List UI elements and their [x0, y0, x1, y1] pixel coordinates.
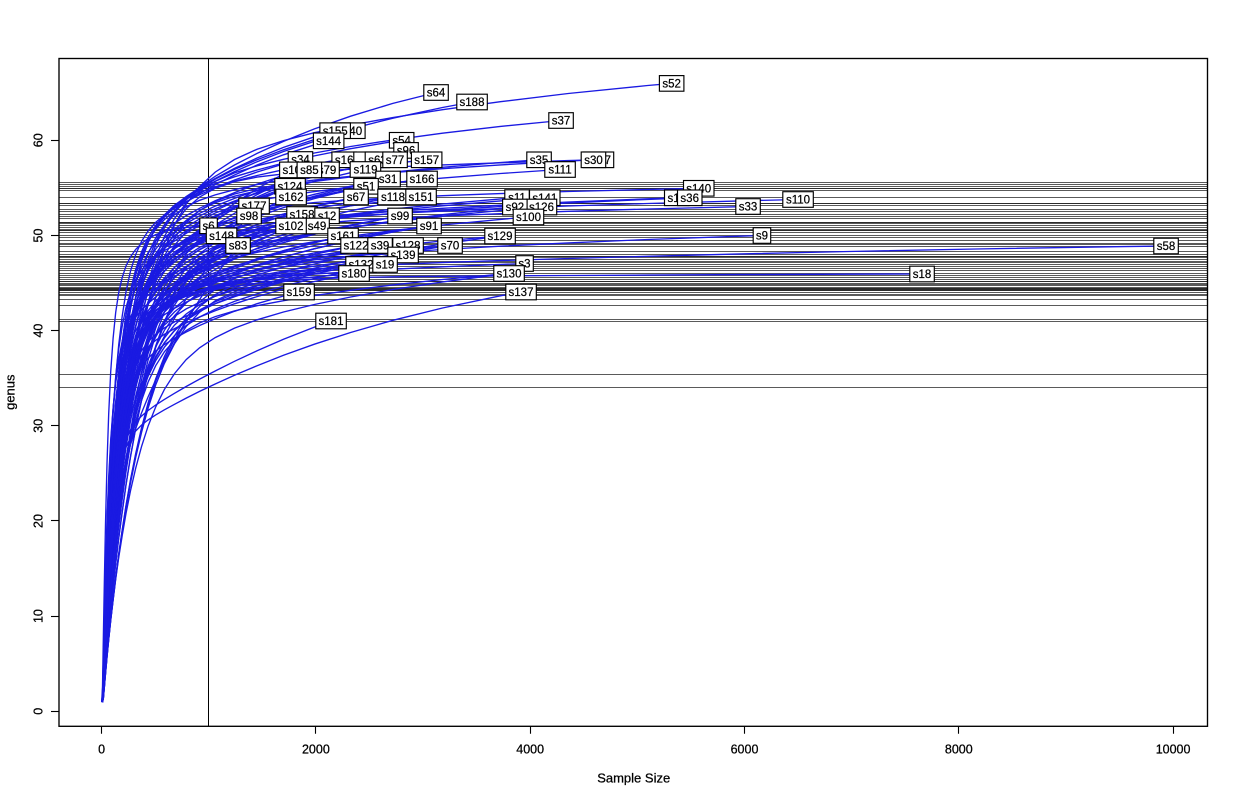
svg-text:genus: genus: [2, 374, 17, 410]
svg-text:6000: 6000: [731, 743, 759, 757]
svg-text:0: 0: [98, 743, 105, 757]
svg-text:s181: s181: [319, 316, 344, 328]
svg-text:8000: 8000: [945, 743, 973, 757]
svg-text:s64: s64: [427, 88, 446, 100]
svg-text:s35: s35: [530, 155, 549, 167]
svg-text:s33: s33: [739, 202, 758, 214]
svg-text:s188: s188: [460, 97, 485, 109]
svg-text:s9: s9: [756, 231, 768, 243]
svg-text:s180: s180: [342, 269, 367, 281]
svg-text:s91: s91: [420, 221, 439, 233]
svg-text:s10: s10: [283, 165, 302, 177]
svg-text:s18: s18: [913, 269, 932, 281]
svg-text:s37: s37: [552, 116, 571, 128]
svg-text:s83: s83: [229, 241, 248, 253]
svg-text:s118: s118: [381, 192, 405, 204]
svg-text:40: 40: [32, 324, 46, 338]
svg-text:s98: s98: [240, 211, 259, 223]
svg-text:s110: s110: [786, 195, 810, 207]
svg-text:s58: s58: [1157, 241, 1176, 253]
svg-text:s130: s130: [497, 269, 522, 281]
svg-text:s52: s52: [662, 79, 681, 91]
svg-text:s151: s151: [409, 192, 434, 204]
svg-text:60: 60: [32, 133, 46, 147]
svg-text:30: 30: [32, 419, 46, 433]
svg-text:s19: s19: [376, 260, 395, 272]
svg-text:s36: s36: [680, 193, 699, 205]
svg-text:50: 50: [32, 229, 46, 243]
svg-text:s30: s30: [584, 155, 603, 167]
svg-text:s70: s70: [441, 241, 460, 253]
svg-text:s111: s111: [548, 165, 571, 177]
svg-text:s39: s39: [371, 241, 390, 253]
svg-text:s119: s119: [353, 165, 377, 177]
svg-text:2000: 2000: [302, 743, 330, 757]
svg-text:4000: 4000: [516, 743, 544, 757]
svg-text:s31: s31: [379, 174, 398, 186]
svg-text:10: 10: [32, 609, 46, 623]
svg-text:s122: s122: [344, 241, 369, 253]
svg-text:s67: s67: [347, 192, 366, 204]
svg-text:s137: s137: [509, 287, 534, 299]
svg-text:s162: s162: [279, 192, 304, 204]
svg-text:s159: s159: [287, 287, 312, 299]
svg-text:s157: s157: [414, 155, 439, 167]
svg-text:0: 0: [32, 708, 46, 715]
svg-text:s77: s77: [386, 155, 405, 167]
svg-text:s144: s144: [316, 136, 342, 148]
svg-text:s129: s129: [488, 231, 513, 243]
svg-text:s79: s79: [318, 165, 337, 177]
svg-text:Sample Size: Sample Size: [597, 771, 670, 786]
svg-text:s102: s102: [279, 221, 304, 233]
svg-text:s100: s100: [516, 212, 541, 224]
svg-text:s166: s166: [410, 174, 435, 186]
svg-text:s85: s85: [300, 165, 319, 177]
svg-text:s49: s49: [308, 221, 327, 233]
svg-text:s99: s99: [391, 211, 410, 223]
svg-text:20: 20: [32, 514, 46, 528]
svg-text:10000: 10000: [1156, 743, 1191, 757]
